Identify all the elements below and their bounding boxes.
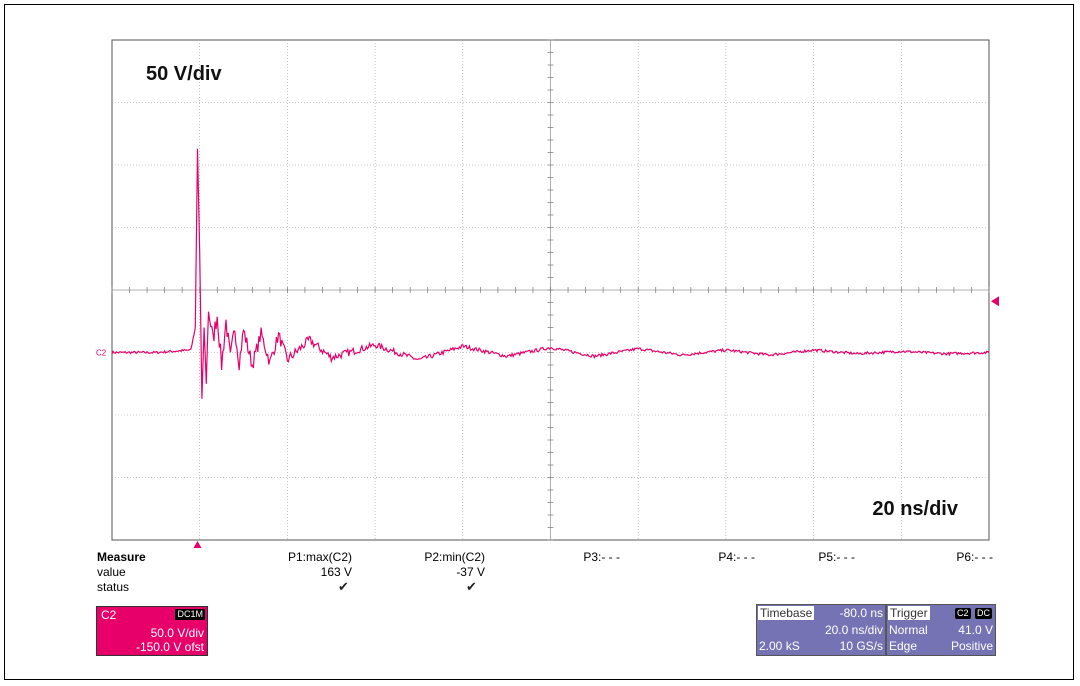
channel-marker: C2 [96,349,107,358]
timebase-descriptor[interactable]: Timebase -80.0 ns 20.0 ns/div 2.00 kS 10… [756,604,886,656]
vertical-scale-label: 50 V/div [146,63,222,85]
param-label-p5[interactable]: P5:- - - [818,550,855,564]
trigger-coupling-badge: DC [975,608,992,619]
status-check-p2: ✔ [466,579,477,594]
trigger-label: Trigger [888,606,930,620]
trigger-type: Edge [889,639,918,653]
channel-descriptor-c2[interactable]: C2 DC1M 50.0 V/div -150.0 V ofst [96,606,208,656]
oscilloscope-display: 50 V/div 20 ns/div C2 [96,39,999,548]
timebase-delay: -80.0 ns [839,606,883,620]
timebase-label: Timebase [758,606,815,620]
measure-row-status-label: status [97,580,130,594]
trigger-slope: Positive [950,639,993,653]
center-ticks [111,39,990,541]
channel-offset: -150.0 V ofst [135,640,204,654]
trigger-channel-badge: C2 [955,608,971,619]
trigger-time-marker [193,541,202,548]
trigger-mode: Normal [889,623,928,637]
measure-row-value-label: value [97,565,126,579]
param-label-p2[interactable]: P2:min(C2) [424,550,485,564]
param-value-p1: 163 V [320,565,352,579]
channel-coupling-badge: DC1M [175,609,205,620]
trigger-level-marker [991,296,999,307]
channel-scale: 50.0 V/div [150,626,204,640]
trigger-descriptor[interactable]: Trigger C2 DC Normal 41.0 V Edge Positiv… [886,604,996,656]
param-label-p3[interactable]: P3:- - - [583,550,620,564]
trigger-level: 41.0 V [958,623,993,637]
figure-frame [4,4,1074,680]
measure-title: Measure [97,550,146,564]
param-label-p1[interactable]: P1:max(C2) [287,550,352,564]
channel-name: C2 [101,608,117,622]
timebase-samples: 2.00 kS [759,639,800,653]
trace-c2 [111,148,990,399]
param-label-p4[interactable]: P4:- - - [718,550,755,564]
horizontal-scale-label: 20 ns/div [872,498,958,520]
timebase-rate: 10 GS/s [839,639,883,653]
timebase-scale: 20.0 ns/div [824,623,883,637]
param-value-p2: -37 V [456,565,485,579]
param-label-p6[interactable]: P6:- - - [956,550,993,564]
status-check-p1: ✔ [338,579,349,594]
